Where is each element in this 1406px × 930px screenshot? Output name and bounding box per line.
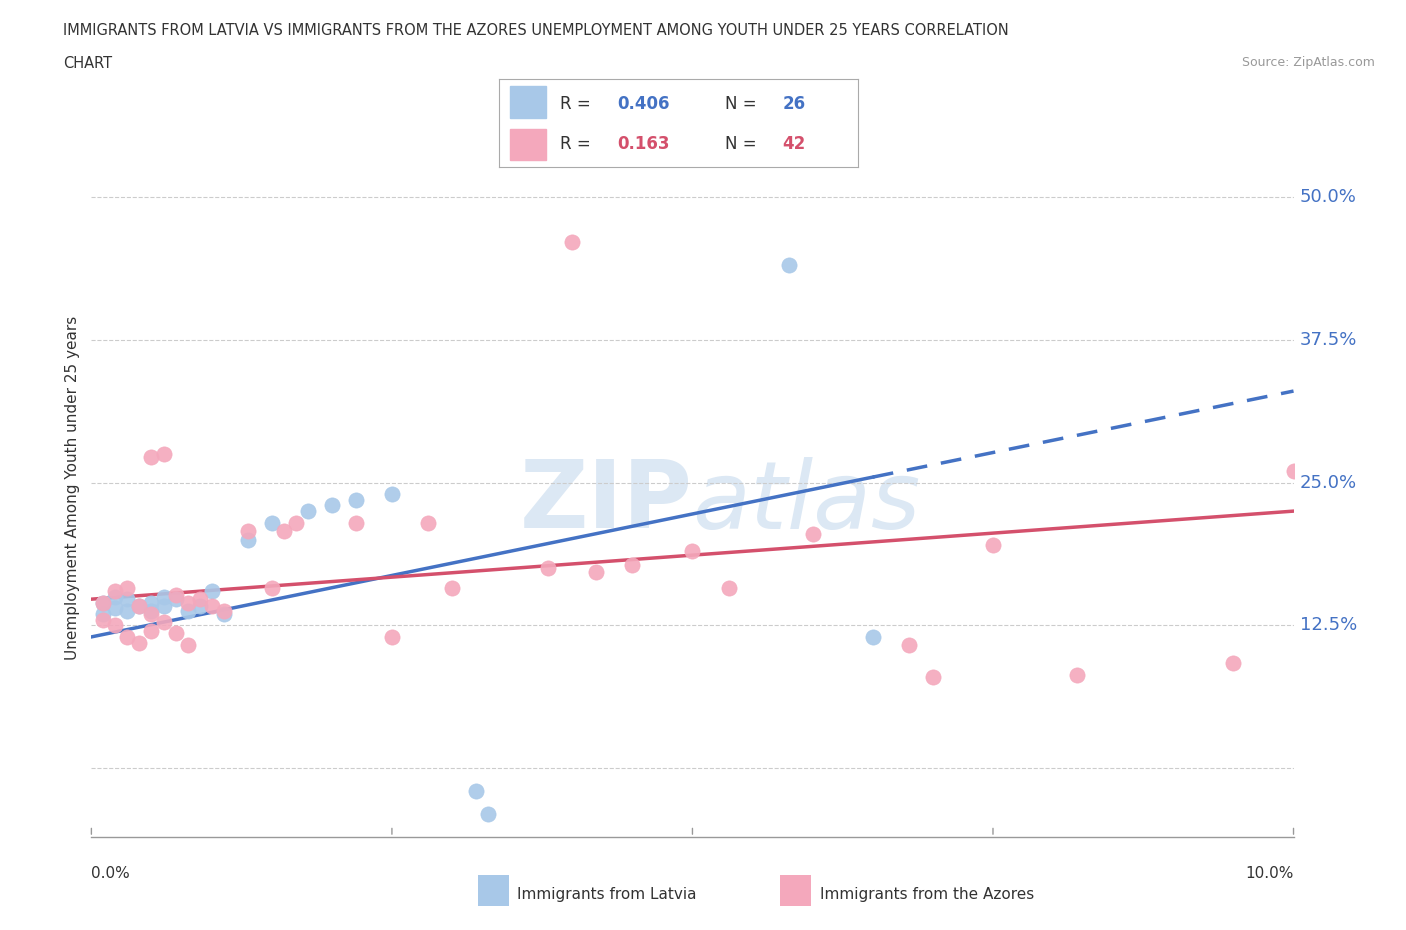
Point	[260, 580, 283, 595]
Point	[212, 606, 235, 621]
Bar	[510, 128, 546, 160]
Point	[440, 580, 463, 595]
Point	[321, 498, 343, 512]
Text: 0.163: 0.163	[617, 136, 669, 153]
Text: 50.0%: 50.0%	[1299, 188, 1357, 206]
Text: R =: R =	[560, 136, 596, 153]
Point	[344, 492, 367, 507]
Text: R =: R =	[560, 95, 596, 113]
Text: Immigrants from Latvia: Immigrants from Latvia	[517, 887, 697, 902]
Point	[165, 587, 187, 602]
Point	[465, 784, 488, 799]
Text: Immigrants from the Azores: Immigrants from the Azores	[820, 887, 1033, 902]
Point	[176, 637, 198, 652]
Text: Source: ZipAtlas.com: Source: ZipAtlas.com	[1241, 56, 1375, 69]
Text: N =: N =	[725, 136, 762, 153]
Text: 37.5%: 37.5%	[1299, 330, 1357, 349]
Text: 10.0%: 10.0%	[1246, 866, 1294, 881]
Point	[165, 591, 187, 606]
Point	[862, 630, 884, 644]
Point	[141, 604, 163, 618]
Point	[212, 604, 235, 618]
Point	[260, 515, 283, 530]
Point	[981, 538, 1004, 552]
Point	[1066, 667, 1088, 682]
Point	[165, 626, 187, 641]
Point	[117, 630, 139, 644]
Point	[128, 599, 150, 614]
Point	[284, 515, 307, 530]
Point	[273, 523, 295, 538]
Point	[93, 595, 115, 610]
Point	[621, 557, 644, 572]
Point	[93, 606, 115, 621]
Point	[152, 590, 174, 604]
Point	[201, 584, 224, 599]
Point	[681, 544, 703, 559]
Point	[537, 561, 560, 576]
Point	[188, 591, 211, 606]
Text: N =: N =	[725, 95, 762, 113]
Point	[201, 599, 224, 614]
Point	[141, 450, 163, 465]
Point	[717, 580, 740, 595]
Point	[141, 595, 163, 610]
Point	[176, 604, 198, 618]
Text: 0.0%: 0.0%	[91, 866, 131, 881]
Point	[1282, 464, 1305, 479]
Point	[176, 595, 198, 610]
Bar	[510, 86, 546, 118]
Point	[117, 580, 139, 595]
Point	[152, 446, 174, 461]
Point	[188, 599, 211, 614]
Point	[897, 637, 920, 652]
Text: IMMIGRANTS FROM LATVIA VS IMMIGRANTS FROM THE AZORES UNEMPLOYMENT AMONG YOUTH UN: IMMIGRANTS FROM LATVIA VS IMMIGRANTS FRO…	[63, 23, 1010, 38]
Text: CHART: CHART	[63, 56, 112, 71]
Point	[561, 235, 583, 250]
Point	[236, 523, 259, 538]
Point	[922, 670, 945, 684]
Point	[128, 599, 150, 614]
Point	[117, 591, 139, 606]
Text: 0.406: 0.406	[617, 95, 669, 113]
Point	[93, 595, 115, 610]
Point	[152, 615, 174, 630]
Point	[104, 618, 127, 633]
Text: ZIP: ZIP	[520, 457, 692, 548]
Point	[152, 599, 174, 614]
Point	[93, 612, 115, 627]
Text: 25.0%: 25.0%	[1299, 473, 1357, 492]
Point	[141, 624, 163, 639]
Y-axis label: Unemployment Among Youth under 25 years: Unemployment Among Youth under 25 years	[65, 316, 80, 660]
Point	[1222, 656, 1244, 671]
Text: 12.5%: 12.5%	[1299, 617, 1357, 634]
Text: atlas: atlas	[692, 457, 921, 548]
Point	[104, 601, 127, 616]
Point	[801, 526, 824, 541]
Point	[778, 258, 800, 272]
Point	[104, 584, 127, 599]
Point	[381, 630, 404, 644]
Point	[141, 606, 163, 621]
Text: 42: 42	[782, 136, 806, 153]
Point	[128, 635, 150, 650]
Point	[236, 532, 259, 547]
Text: 26: 26	[782, 95, 806, 113]
Point	[585, 565, 607, 579]
Point	[297, 504, 319, 519]
Point	[477, 806, 499, 821]
Point	[344, 515, 367, 530]
Point	[104, 590, 127, 604]
Point	[381, 486, 404, 501]
Point	[117, 604, 139, 618]
Point	[416, 515, 439, 530]
